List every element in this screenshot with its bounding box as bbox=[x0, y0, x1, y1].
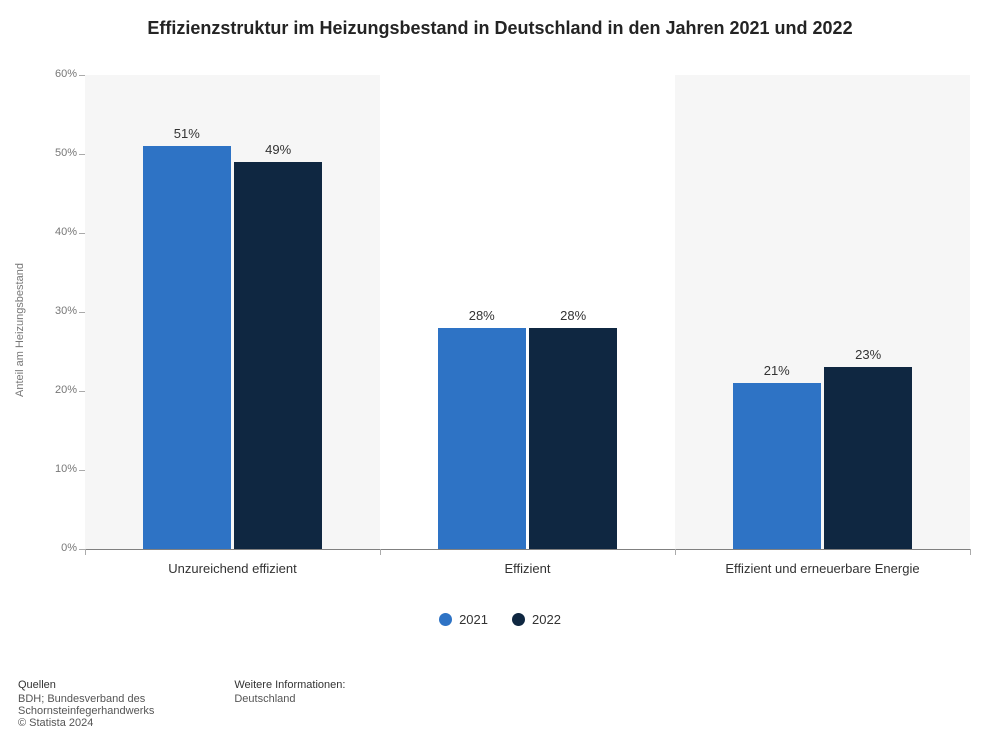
y-tick-label: 10% bbox=[39, 463, 77, 475]
info-block: Weitere Informationen: Deutschland bbox=[234, 679, 345, 729]
legend-swatch bbox=[512, 613, 525, 626]
legend-item: 2021 bbox=[439, 612, 488, 627]
plot-area: 0%10%20%30%40%50%60%51%49%Unzureichend e… bbox=[85, 75, 970, 550]
bar-value-label: 51% bbox=[143, 126, 231, 141]
category-group: 21%23%Effizient und erneuerbare Energie bbox=[675, 75, 970, 549]
sources-line: BDH; Bundesverband des bbox=[18, 693, 154, 705]
y-axis-label: Anteil am Heizungsbestand bbox=[14, 263, 26, 397]
y-tick-label: 20% bbox=[39, 384, 77, 396]
legend-item: 2022 bbox=[512, 612, 561, 627]
legend: 2021 2022 bbox=[0, 612, 1000, 631]
y-tick-label: 50% bbox=[39, 147, 77, 159]
sources-block: Quellen BDH; Bundesverband des Schornste… bbox=[18, 679, 154, 729]
legend-label: 2021 bbox=[459, 612, 488, 627]
bar-value-label: 49% bbox=[234, 142, 322, 157]
legend-label: 2022 bbox=[532, 612, 561, 627]
bar-value-label: 28% bbox=[438, 308, 526, 323]
bar-value-label: 21% bbox=[733, 363, 821, 378]
sources-line: Schornsteinfegerhandwerks bbox=[18, 705, 154, 717]
footer: Quellen BDH; Bundesverband des Schornste… bbox=[18, 679, 982, 729]
bar: 28% bbox=[438, 328, 526, 549]
y-tick-label: 40% bbox=[39, 226, 77, 238]
copyright: © Statista 2024 bbox=[18, 717, 154, 729]
chart-area: Anteil am Heizungsbestand 0%10%20%30%40%… bbox=[30, 70, 980, 590]
bar-value-label: 28% bbox=[529, 308, 617, 323]
bar: 21% bbox=[733, 383, 821, 549]
category-group: 28%28%Effizient bbox=[380, 75, 675, 549]
y-tick-label: 60% bbox=[39, 68, 77, 80]
category-group: 51%49%Unzureichend effizient bbox=[85, 75, 380, 549]
bar: 49% bbox=[234, 162, 322, 549]
category-label: Unzureichend effizient bbox=[85, 561, 380, 576]
info-heading: Weitere Informationen: bbox=[234, 679, 345, 691]
bar-value-label: 23% bbox=[824, 347, 912, 362]
bar: 51% bbox=[143, 146, 231, 549]
category-label: Effizient bbox=[380, 561, 675, 576]
sources-heading: Quellen bbox=[18, 679, 154, 691]
chart-title: Effizienzstruktur im Heizungsbestand in … bbox=[0, 0, 1000, 53]
y-tick-label: 0% bbox=[39, 542, 77, 554]
legend-swatch bbox=[439, 613, 452, 626]
info-text: Deutschland bbox=[234, 693, 345, 705]
y-tick-label: 30% bbox=[39, 305, 77, 317]
bar: 28% bbox=[529, 328, 617, 549]
category-label: Effizient und erneuerbare Energie bbox=[675, 561, 970, 576]
bar: 23% bbox=[824, 367, 912, 549]
